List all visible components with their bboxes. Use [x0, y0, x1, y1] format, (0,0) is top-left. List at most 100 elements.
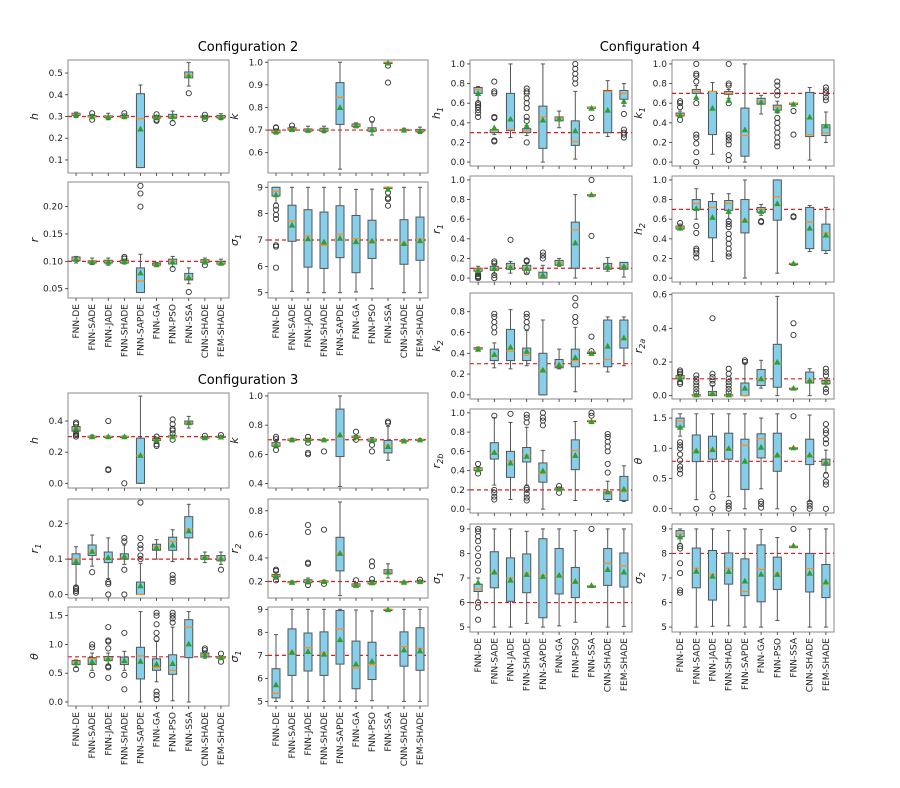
mean-marker: [507, 264, 514, 270]
y-tick-label: 1.5: [653, 414, 667, 424]
mean-marker: [790, 444, 797, 451]
outlier-point: [725, 152, 732, 159]
box-FNN-SSA: [586, 525, 597, 588]
box-FNN-SAPDE: [740, 357, 750, 397]
outlier-point: [491, 310, 498, 317]
y-tick-label: 0.1: [49, 156, 63, 166]
mean-marker: [741, 457, 749, 464]
box-FNN-DE: [71, 111, 81, 119]
box-FNN-JADE: [303, 433, 313, 458]
mean-marker: [774, 200, 781, 207]
outlier-point: [604, 469, 611, 476]
outlier-point: [572, 80, 579, 87]
iqr-box: [772, 179, 782, 221]
y-tick-label: 0.0: [451, 274, 466, 284]
box-FNN-SAPDE: [740, 528, 750, 628]
box-FNN-PSO: [570, 295, 580, 393]
mean-marker: [121, 433, 128, 440]
mean-marker: [725, 568, 732, 574]
axes-frame: [67, 181, 230, 299]
box-FNN-PSO: [570, 60, 580, 160]
box-FEM-SHADE: [415, 608, 425, 702]
x-tick-label: FEM-SHADE: [217, 304, 227, 357]
mean-marker: [725, 391, 732, 398]
box-FNN-SSA: [184, 62, 194, 97]
box-FNN-SSA: [383, 185, 393, 209]
mean-marker: [416, 436, 424, 443]
outlier-point: [475, 113, 482, 120]
x-tick-label: FNN-PSO: [571, 638, 581, 678]
y-tick-label: 0.6: [249, 149, 264, 159]
outlier-point: [169, 119, 176, 127]
y-tick-label: 0.0: [653, 274, 668, 284]
mean-marker: [507, 576, 514, 583]
outlier-point: [725, 499, 732, 506]
outlier-point: [822, 372, 829, 379]
box-FEM-SHADE: [619, 528, 629, 627]
outlier-point: [677, 545, 684, 552]
box-FNN-SSA: [383, 59, 393, 86]
outlier-point: [89, 569, 96, 576]
outlier-point: [523, 486, 530, 493]
box-FNN-SADE: [489, 258, 499, 282]
panel-r2-7: 0.2 0.4 0.6 0.8 r2: [228, 498, 429, 601]
outlier-point: [491, 113, 498, 120]
outlier-point: [790, 131, 797, 138]
mean-marker: [774, 106, 781, 113]
box-FNN-SHADE: [319, 608, 329, 702]
outlier-point: [507, 410, 514, 417]
mean-marker: [416, 647, 424, 654]
outlier-point: [725, 240, 732, 247]
box-FNN-GA: [152, 261, 162, 268]
mean-marker: [336, 550, 344, 556]
outlier-point: [475, 552, 482, 559]
mean-marker: [555, 361, 563, 368]
y-tick-label: 0.6: [451, 447, 466, 457]
mean-marker: [474, 90, 482, 96]
box-FNN-DE: [71, 255, 81, 264]
outlier-point: [105, 467, 112, 474]
outlier-point: [620, 129, 627, 136]
y-tick-label: 0.0: [49, 698, 64, 708]
outlier-point: [572, 65, 579, 72]
mean-marker: [137, 269, 144, 276]
mean-marker: [620, 485, 628, 492]
x-tick-label: FNN-DE: [72, 304, 82, 339]
box-FNN-SHADE: [724, 413, 734, 512]
box-FNN-SHADE: [119, 433, 129, 487]
outlier-point: [693, 379, 700, 386]
mean-marker: [604, 263, 611, 269]
box-FEM-SHADE: [415, 436, 425, 443]
y-axis-label: σ1: [430, 572, 445, 584]
mean-marker: [741, 126, 749, 133]
mean-marker: [105, 258, 112, 265]
y-tick-label: 0.0: [653, 158, 668, 168]
outlier-point: [725, 505, 732, 512]
box-FNN-PSO: [772, 78, 782, 150]
outlier-point: [822, 440, 829, 447]
outlier-point: [677, 442, 684, 449]
box-FNN-DE: [675, 98, 685, 123]
outlier-point: [89, 641, 96, 648]
mean-marker: [72, 424, 80, 431]
mean-marker: [121, 258, 128, 264]
mean-marker: [201, 554, 209, 560]
y-tick-label: 0.4: [49, 91, 64, 101]
box-FNN-SHADE: [119, 253, 129, 265]
mean-marker: [88, 113, 96, 120]
iqr-box: [184, 619, 194, 659]
outlier-point: [523, 484, 530, 492]
outlier-point: [822, 369, 829, 376]
outlier-point: [121, 538, 128, 545]
outlier-point: [73, 587, 80, 594]
box-CNN-SHADE: [399, 126, 409, 133]
mean-marker: [806, 224, 813, 231]
outlier-point: [741, 357, 748, 364]
y-tick-label: 0.4: [451, 467, 466, 477]
outlier-point: [475, 109, 482, 117]
outlier-point: [790, 107, 797, 115]
mean-marker: [676, 111, 684, 118]
outlier-point: [725, 221, 732, 228]
x-tick-label: FNN-JADE: [304, 712, 314, 756]
mean-marker: [620, 263, 628, 269]
